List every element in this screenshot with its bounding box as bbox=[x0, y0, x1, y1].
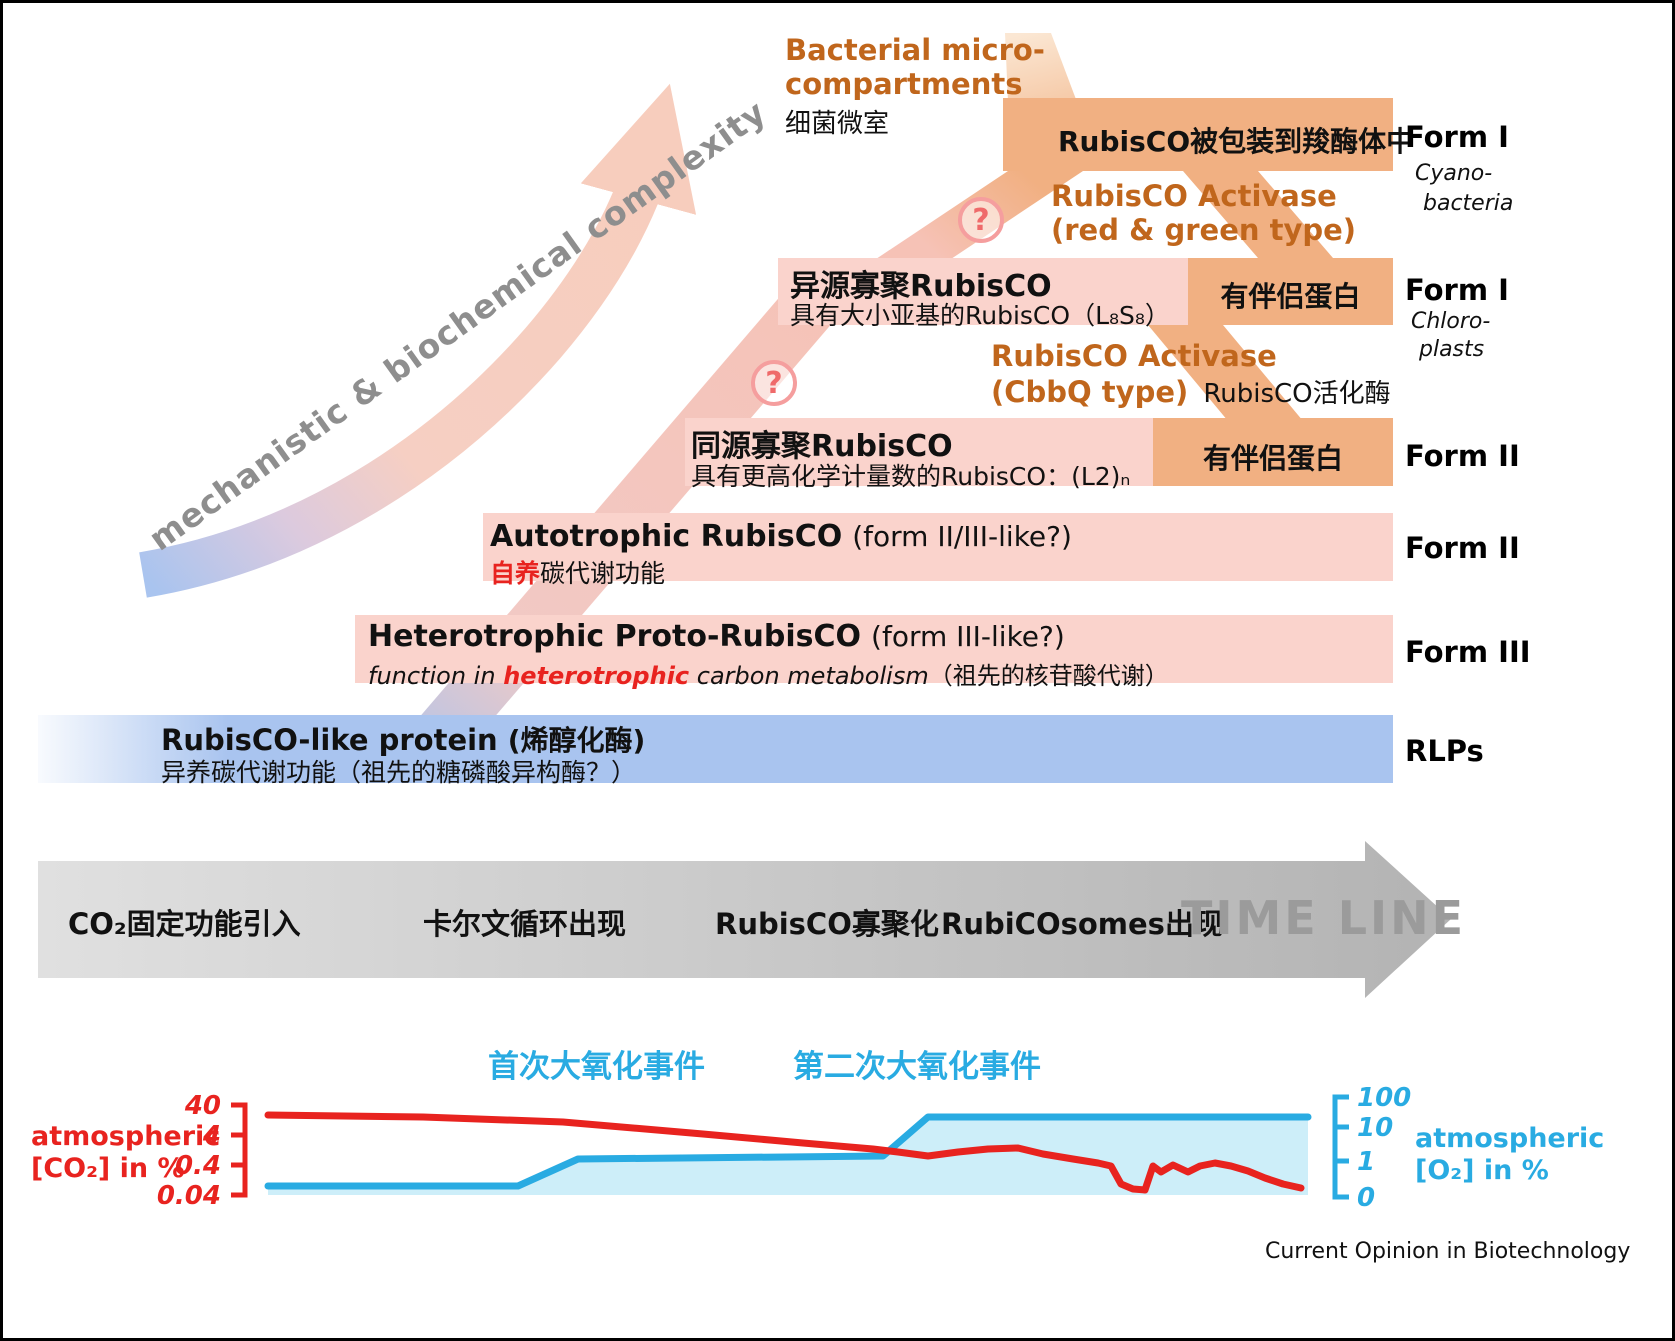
form-label-3: Form III bbox=[1405, 635, 1531, 669]
form2-auto-subtitle-rest: 碳代谢功能 bbox=[540, 559, 666, 588]
form2-auto-title-note: (form II/III-like?) bbox=[852, 520, 1072, 553]
taxa-cyano-line1: Cyano- bbox=[1415, 161, 1493, 186]
timeline-label: TIME LINE bbox=[1181, 891, 1467, 945]
journal-credit: Current Opinion in Biotechnology bbox=[1265, 1239, 1631, 1264]
o2-tick-10: 10 bbox=[1357, 1113, 1394, 1143]
form2-oligo-subtitle: 具有更高化学计量数的RubisCO：(L2)ₙ bbox=[691, 462, 1131, 491]
chaperone-box-form1 bbox=[1188, 258, 1393, 325]
form2-auto-subtitle: 自养碳代谢功能 bbox=[490, 554, 665, 590]
goe1-label: 首次大氧化事件 bbox=[488, 1049, 705, 1085]
rlp-title: RubisCO-like protein bbox=[161, 723, 498, 757]
form1-chaperone-label: 有伴侣蛋白 bbox=[1220, 280, 1361, 313]
form3-subtitle-cn: （祖先的核苷酸代谢） bbox=[928, 662, 1169, 690]
band-rlp bbox=[38, 715, 1393, 783]
form-label-2-oligo: Form II bbox=[1405, 439, 1520, 473]
form-label-1-cyano: Form I bbox=[1405, 120, 1509, 154]
rlp-title-row: RubisCO-like protein (烯醇化酶) bbox=[161, 719, 645, 759]
form1-band-title: 异源寡聚RubisCO bbox=[790, 269, 1052, 304]
form3-title-row: Heterotrophic Proto-RubisCO (form III-lik… bbox=[368, 619, 1065, 654]
o2-line bbox=[264, 1113, 1312, 1190]
rlp-subtitle: 异养碳代谢功能（祖先的糖磷酸异构酶？） bbox=[161, 758, 637, 787]
form2-auto-title-row: Autotrophic RubisCO (form II/III-like?) bbox=[490, 519, 1072, 554]
bmc-title-line2: compartments bbox=[785, 67, 1023, 101]
band-form1-carboxysome bbox=[1003, 98, 1393, 171]
form2-auto-subtitle-red: 自养 bbox=[490, 559, 541, 588]
band-form3 bbox=[355, 615, 1393, 683]
o2-axis-title-line1: atmospheric bbox=[1415, 1123, 1605, 1154]
activase-cbbq-line2: (CbbQ type) RubisCO活化酶 bbox=[991, 373, 1391, 410]
co2-tick-4: 4 bbox=[202, 1121, 221, 1151]
bmc-title-line1: Bacterial micro- bbox=[785, 33, 1045, 67]
co2-line bbox=[264, 1111, 1305, 1194]
taxa-chloro-line1: Chloro- bbox=[1411, 309, 1491, 334]
activase-cbbq-type: (CbbQ type) bbox=[991, 375, 1189, 409]
timeline-event-co2-fixation: CO₂固定功能引入 bbox=[68, 907, 301, 941]
taxa-cyano-line2: bacteria bbox=[1423, 191, 1514, 216]
question-mark-carboxysome: ? bbox=[958, 197, 1004, 243]
form2-oligo-title: 同源寡聚RubisCO bbox=[691, 429, 953, 464]
co2-tick-40: 40 bbox=[184, 1091, 221, 1121]
activase-cbbq-line1: RubisCO Activase bbox=[991, 339, 1277, 373]
o2-tick-100: 100 bbox=[1357, 1083, 1412, 1113]
activase-rg-line1: RubisCO Activase bbox=[1051, 179, 1337, 213]
co2-tick-0p4: 0.4 bbox=[174, 1151, 221, 1181]
form3-subtitle-red: heterotrophic bbox=[503, 662, 690, 690]
form-label-rlp: RLPs bbox=[1405, 734, 1484, 768]
goe2-label: 第二次大氧化事件 bbox=[793, 1049, 1041, 1085]
activase-cbbq-cn: RubisCO活化酶 bbox=[1203, 379, 1391, 409]
band-form2-autotrophic bbox=[483, 513, 1393, 581]
activase-rg-line2: (red & green type) bbox=[1051, 213, 1357, 247]
bmc-title-cn: 细菌微室 bbox=[785, 109, 890, 139]
connector-form2-chaperone bbox=[1148, 325, 1303, 421]
o2-tick-1: 1 bbox=[1357, 1147, 1376, 1177]
rlp-title-note: (烯醇化酶) bbox=[507, 724, 646, 757]
form1-band-subtitle: 具有大小亚基的RubisCO（L₈S₈） bbox=[790, 301, 1170, 330]
o2-axis-title-line2: [O₂] in % bbox=[1415, 1155, 1549, 1186]
chaperone-box-form2 bbox=[1153, 418, 1393, 486]
o2-tick-0: 0 bbox=[1357, 1183, 1376, 1213]
co2-axis-bracket bbox=[231, 1102, 248, 1198]
timeline-event-calvin-cycle: 卡尔文循环出现 bbox=[423, 907, 627, 941]
form3-title: Heterotrophic Proto-RubisCO bbox=[368, 619, 862, 654]
timeline-arrow bbox=[38, 841, 1451, 998]
form-label-1-chloro: Form I bbox=[1405, 273, 1509, 307]
form3-subtitle-post: carbon metabolism bbox=[689, 662, 929, 690]
co2-tick-0p04: 0.04 bbox=[156, 1181, 221, 1211]
form3-title-note: (form III-like?) bbox=[871, 620, 1065, 653]
form2-auto-title: Autotrophic RubisCO bbox=[490, 519, 843, 554]
question-mark-form1: ? bbox=[751, 360, 797, 406]
carboxysome-band-title: RubisCO被包装到羧酶体中 bbox=[1058, 125, 1415, 158]
complexity-arrow bbox=[139, 83, 697, 598]
co2-axis-title-line1: atmospheric bbox=[31, 1121, 221, 1152]
connector-form1-chaperone bbox=[1183, 171, 1333, 258]
co2-axis-title-line2: [CO₂] in % bbox=[31, 1153, 185, 1184]
form-label-2-auto: Form II bbox=[1405, 531, 1520, 565]
o2-area bbox=[268, 1117, 1308, 1195]
o2-axis-bracket bbox=[1332, 1094, 1349, 1200]
taxa-chloro-line2: plasts bbox=[1419, 337, 1485, 362]
form3-subtitle-pre: function in bbox=[368, 662, 504, 690]
timeline-event-oligomerization: RubisCO寡聚化 bbox=[715, 907, 939, 941]
timeline-event-rubicosomes: RubiCOsomes出现 bbox=[941, 907, 1223, 941]
form3-subtitle: function in heterotrophic carbon metabol… bbox=[368, 656, 1169, 691]
form2-chaperone-label: 有伴侣蛋白 bbox=[1202, 442, 1343, 475]
